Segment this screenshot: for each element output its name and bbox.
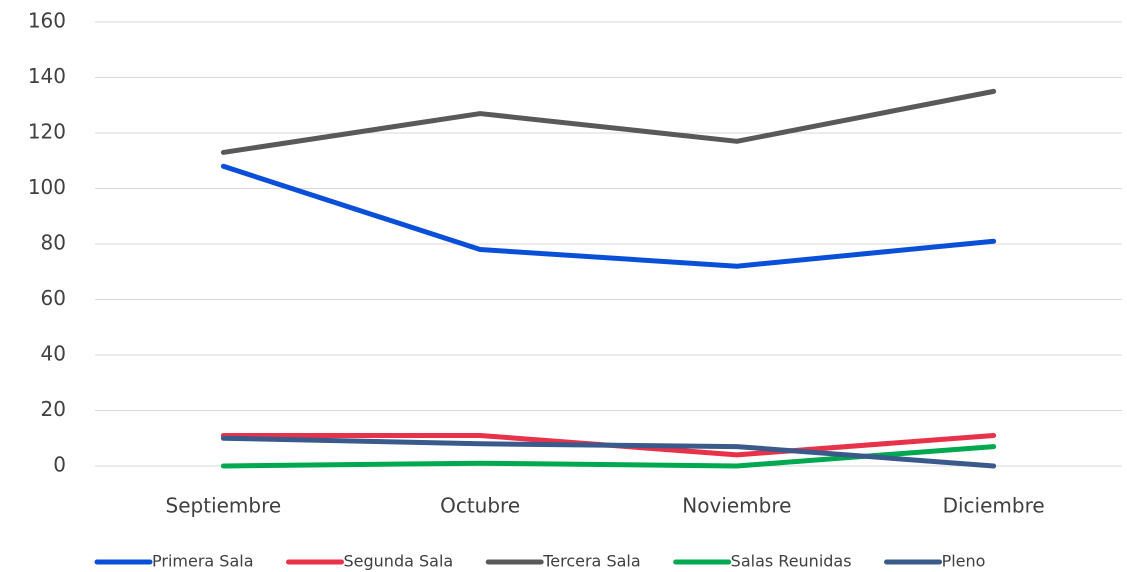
series-line: [220, 435, 997, 469]
y-tick-label: 20: [41, 397, 66, 421]
y-tick-label: 100: [28, 175, 66, 199]
x-tick-label: Octubre: [440, 494, 520, 518]
series-line: [220, 88, 997, 155]
y-tick-label: 60: [41, 286, 66, 310]
legend-label: Primera Sala: [152, 552, 254, 571]
y-tick-label: 140: [28, 64, 66, 88]
x-tick-label: Diciembre: [943, 494, 1045, 518]
y-tick-label: 80: [41, 231, 66, 255]
y-tick-label: 120: [28, 120, 66, 144]
series-line: [220, 163, 997, 269]
y-tick-label: 0: [53, 453, 66, 477]
y-tick-label: 40: [41, 342, 66, 366]
x-tick-label: Septiembre: [166, 494, 282, 518]
y-tick-label: 160: [28, 9, 66, 33]
legend-label: Salas Reunidas: [731, 552, 852, 571]
x-tick-label: Noviembre: [682, 494, 791, 518]
legend-label: Tercera Sala: [542, 552, 640, 571]
legend-label: Segunda Sala: [344, 552, 454, 571]
legend-label: Pleno: [942, 552, 986, 571]
